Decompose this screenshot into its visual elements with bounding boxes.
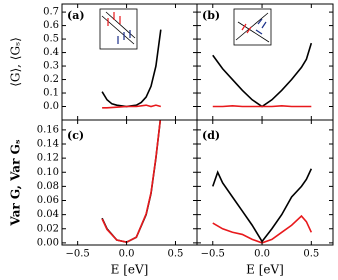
data-line — [101, 29, 162, 108]
panel-label: (d) — [202, 129, 220, 142]
y-tick-label: 0.16 — [37, 124, 59, 135]
y-tick-label: 0.04 — [37, 209, 59, 220]
x-axis-label: E [eV] — [246, 263, 284, 277]
y-tick-label: 0.4 — [43, 47, 59, 58]
y-tick-label: 0.6 — [43, 20, 59, 31]
y-tick-label: 0.02 — [37, 223, 59, 234]
y-tick-label: 0.00 — [37, 237, 59, 248]
plot-area — [212, 168, 313, 244]
y-tick-label: 0.2 — [43, 74, 59, 85]
panel-label: (a) — [67, 9, 85, 22]
y-axis-label: Var G, Var Gₛ — [9, 139, 23, 226]
y-tick-label: 0.3 — [43, 61, 59, 72]
y-tick-label: 0.08 — [37, 181, 59, 192]
x-tick-label: 0.0 — [254, 249, 270, 260]
y-tick-label: 0.0 — [43, 101, 59, 112]
y-tick-label: 0.06 — [37, 195, 59, 206]
y-tick-label: 0.7 — [43, 7, 59, 18]
data-line — [212, 214, 313, 244]
data-line — [101, 120, 162, 244]
x-tick-label: −0.5 — [66, 249, 90, 260]
panel-label: (c) — [67, 129, 84, 142]
plot-area — [101, 29, 162, 109]
y-axis-label: ⟨G⟩, ⟨Gₛ⟩ — [9, 37, 23, 87]
y-tick-label: 0.5 — [43, 34, 59, 45]
panel-frame — [196, 119, 334, 246]
x-tick-label: 0.5 — [168, 249, 184, 260]
inset-b — [233, 8, 272, 46]
x-axis-label: E [eV] — [111, 263, 149, 277]
y-tick-label: 0.10 — [37, 167, 59, 178]
x-tick-label: 0.5 — [303, 249, 319, 260]
x-tick-label: 0.0 — [119, 249, 135, 260]
data-line — [212, 105, 312, 108]
plot-area — [101, 120, 162, 244]
y-tick-label: 0.1 — [43, 88, 59, 99]
y-tick-label: 0.12 — [37, 153, 59, 164]
plot-area — [212, 42, 313, 108]
panel-label: (b) — [202, 9, 220, 22]
y-tick-label: 0.14 — [37, 139, 59, 150]
data-line — [102, 104, 162, 109]
inset-a — [99, 8, 138, 50]
data-line — [212, 42, 313, 108]
x-tick-label: −0.5 — [201, 249, 225, 260]
data-line — [101, 120, 162, 244]
